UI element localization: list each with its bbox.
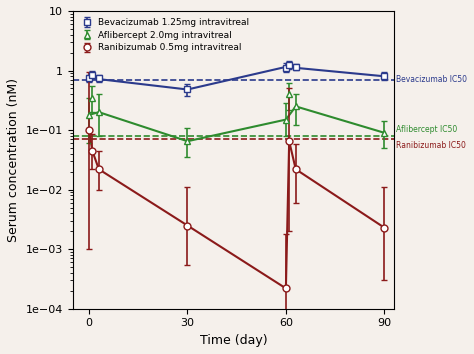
- Y-axis label: Serum concentration (nM): Serum concentration (nM): [7, 78, 20, 242]
- X-axis label: Time (day): Time (day): [200, 334, 267, 347]
- Text: Aflibercept IC50: Aflibercept IC50: [396, 125, 457, 134]
- Legend: Bevacizumab 1.25mg intravitreal, Aflibercept 2.0mg intravitreal, Ranibizumab 0.5: Bevacizumab 1.25mg intravitreal, Afliber…: [77, 16, 252, 55]
- Text: Bevacizumab IC50: Bevacizumab IC50: [396, 75, 467, 84]
- Text: Ranibizumab IC50: Ranibizumab IC50: [396, 141, 465, 150]
